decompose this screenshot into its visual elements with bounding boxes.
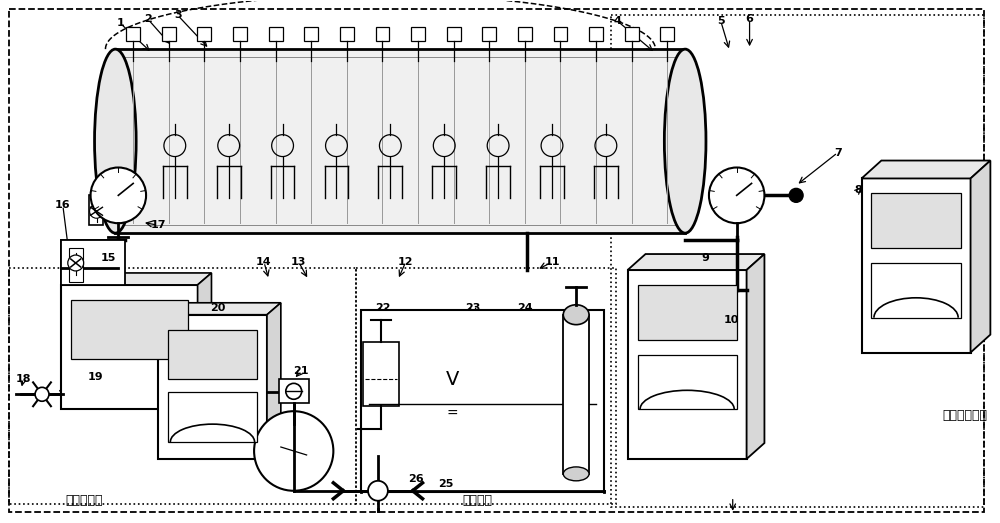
Text: 砂笱测试单元: 砂笱测试单元 — [943, 409, 988, 422]
Text: 16: 16 — [55, 200, 71, 210]
Bar — [61, 285, 198, 409]
Text: 9: 9 — [701, 253, 709, 263]
Bar — [61, 240, 120, 290]
Text: 额处理单元: 额处理单元 — [66, 494, 103, 507]
Text: 19: 19 — [88, 372, 103, 382]
Text: 5: 5 — [717, 16, 725, 26]
Ellipse shape — [664, 49, 706, 233]
Bar — [589, 27, 603, 41]
Text: 20: 20 — [210, 303, 225, 313]
Polygon shape — [747, 254, 764, 459]
Bar — [269, 27, 283, 41]
Bar — [69, 248, 83, 282]
Text: 12: 12 — [398, 257, 413, 267]
Bar — [162, 27, 176, 41]
Text: 14: 14 — [256, 257, 272, 267]
Bar — [115, 57, 685, 225]
Text: 6: 6 — [746, 14, 754, 24]
Text: 21: 21 — [293, 367, 308, 377]
Polygon shape — [198, 273, 211, 409]
Polygon shape — [628, 254, 764, 270]
Polygon shape — [158, 303, 281, 315]
Ellipse shape — [95, 49, 136, 233]
Text: 26: 26 — [408, 474, 423, 484]
Bar — [638, 355, 737, 409]
Circle shape — [90, 204, 103, 218]
Bar — [168, 329, 257, 379]
Text: 7: 7 — [834, 147, 842, 157]
Bar — [356, 268, 616, 504]
Bar — [61, 240, 125, 285]
Circle shape — [368, 481, 388, 501]
Bar — [871, 194, 961, 248]
Bar — [340, 27, 354, 41]
Circle shape — [68, 255, 84, 271]
Bar — [363, 342, 399, 406]
Text: =: = — [447, 407, 459, 421]
Text: 送样单元: 送样单元 — [462, 494, 492, 507]
Circle shape — [286, 383, 302, 399]
Text: 10: 10 — [724, 315, 739, 325]
Bar — [518, 27, 532, 41]
Bar — [115, 49, 685, 233]
Bar — [361, 310, 604, 492]
Text: 2: 2 — [144, 14, 152, 24]
Text: 11: 11 — [545, 257, 560, 267]
Text: 18: 18 — [15, 374, 31, 384]
Circle shape — [254, 411, 333, 491]
Bar — [168, 392, 257, 442]
Text: 17: 17 — [150, 220, 166, 230]
Bar — [233, 27, 247, 41]
Bar — [660, 27, 674, 41]
Ellipse shape — [563, 305, 589, 325]
Bar — [197, 27, 211, 41]
Text: 4: 4 — [614, 16, 622, 26]
Circle shape — [35, 388, 49, 401]
Text: 8: 8 — [855, 185, 862, 196]
Text: 15: 15 — [101, 253, 116, 263]
Polygon shape — [971, 161, 990, 353]
Text: 25: 25 — [438, 479, 453, 489]
Circle shape — [91, 167, 146, 223]
Text: 22: 22 — [375, 303, 391, 313]
Bar — [482, 27, 496, 41]
Bar — [71, 300, 188, 359]
Bar — [563, 315, 589, 474]
Polygon shape — [61, 273, 211, 285]
Bar — [638, 285, 737, 339]
Polygon shape — [267, 303, 281, 459]
Text: 24: 24 — [517, 303, 532, 313]
Bar — [411, 27, 425, 41]
Bar — [554, 27, 567, 41]
Bar — [279, 379, 309, 403]
Bar — [9, 268, 356, 504]
Circle shape — [789, 188, 803, 202]
Bar — [862, 178, 971, 353]
Bar — [376, 27, 389, 41]
Text: 1: 1 — [116, 18, 124, 28]
Ellipse shape — [563, 467, 589, 481]
Text: V: V — [446, 370, 459, 389]
Text: 23: 23 — [465, 303, 481, 313]
Bar — [89, 196, 103, 225]
Text: 13: 13 — [291, 257, 306, 267]
Bar — [304, 27, 318, 41]
Circle shape — [709, 167, 764, 223]
Bar — [611, 15, 984, 507]
Text: 3: 3 — [174, 10, 182, 20]
Bar — [126, 27, 140, 41]
Bar — [628, 270, 747, 459]
Bar — [158, 315, 267, 459]
Polygon shape — [862, 161, 990, 178]
Bar — [871, 263, 961, 317]
Bar — [625, 27, 639, 41]
Bar — [447, 27, 461, 41]
